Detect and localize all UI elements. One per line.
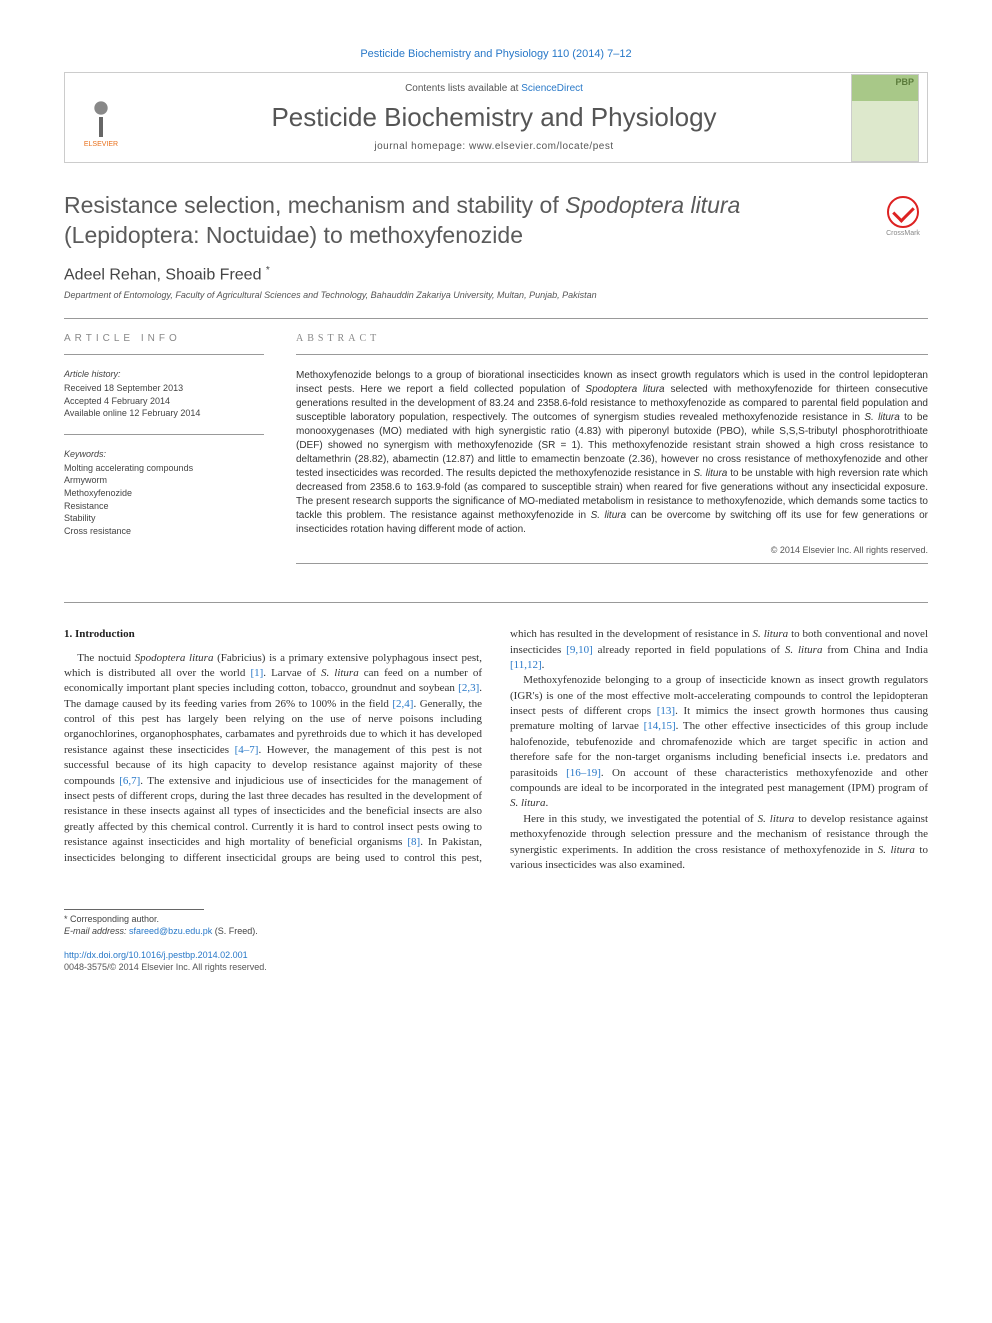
abstract-header: ABSTRACT (296, 333, 928, 344)
header-center: Contents lists available at ScienceDirec… (157, 73, 831, 162)
journal-reference: Pesticide Biochemistry and Physiology 11… (64, 48, 928, 60)
keyword: Armyworm (64, 474, 264, 487)
full-divider (64, 602, 928, 603)
doi-block: http://dx.doi.org/10.1016/j.pestbp.2014.… (64, 950, 928, 972)
journal-homepage: journal homepage: www.elsevier.com/locat… (157, 141, 831, 152)
email-suffix: (S. Freed). (212, 926, 258, 936)
crossmark-badge[interactable]: CrossMark (878, 191, 928, 241)
keywords-label: Keywords: (64, 449, 264, 459)
section-heading-introduction: 1. Introduction (64, 627, 482, 642)
crossmark-label: CrossMark (886, 230, 920, 237)
keyword: Methoxyfenozide (64, 487, 264, 500)
keyword: Cross resistance (64, 525, 264, 538)
doi-link[interactable]: http://dx.doi.org/10.1016/j.pestbp.2014.… (64, 950, 248, 960)
intro-paragraph-3: Here in this study, we investigated the … (510, 812, 928, 874)
email-label: E-mail address: (64, 926, 129, 936)
history-accepted: Accepted 4 February 2014 (64, 395, 264, 408)
corresponding-author-footer: * Corresponding author. E-mail address: … (64, 909, 928, 936)
article-info-column: ARTICLE INFO Article history: Received 1… (64, 333, 264, 578)
homepage-url: www.elsevier.com/locate/pest (469, 141, 614, 152)
article-info-header: ARTICLE INFO (64, 333, 264, 344)
abstract-text: Methoxyfenozide belongs to a group of bi… (296, 369, 928, 537)
divider (64, 354, 264, 355)
crossmark-icon (887, 196, 919, 228)
journal-cover-thumbnail (851, 74, 919, 162)
journal-name: Pesticide Biochemistry and Physiology (157, 102, 831, 133)
keyword: Stability (64, 512, 264, 525)
abstract-copyright: © 2014 Elsevier Inc. All rights reserved… (296, 545, 928, 555)
contents-prefix: Contents lists available at (405, 83, 521, 94)
email-line: E-mail address: sfareed@bzu.edu.pk (S. F… (64, 926, 928, 936)
elsevier-logo: ELSEVIER (65, 78, 137, 158)
corresponding-author-note: * Corresponding author. (64, 914, 928, 924)
keyword: Resistance (64, 500, 264, 513)
history-received: Received 18 September 2013 (64, 382, 264, 395)
affiliation: Department of Entomology, Faculty of Agr… (64, 290, 928, 300)
homepage-prefix: journal homepage: (374, 141, 469, 152)
divider (64, 318, 928, 319)
abstract-column: ABSTRACT Methoxyfenozide belongs to a gr… (296, 333, 928, 578)
sciencedirect-link[interactable]: ScienceDirect (521, 83, 583, 94)
article-title: Resistance selection, mechanism and stab… (64, 191, 858, 251)
divider (64, 434, 264, 435)
divider (296, 354, 928, 355)
article-history-label: Article history: (64, 369, 264, 379)
history-online: Available online 12 February 2014 (64, 407, 264, 420)
intro-paragraph-2: Methoxyfenozide belonging to a group of … (510, 673, 928, 812)
journal-header-box: ELSEVIER Contents lists available at Sci… (64, 72, 928, 163)
author-email-link[interactable]: sfareed@bzu.edu.pk (129, 926, 212, 936)
keyword: Molting accelerating compounds (64, 462, 264, 475)
authors: Adeel Rehan, Shoaib Freed * (64, 265, 928, 284)
issn-copyright: 0048-3575/© 2014 Elsevier Inc. All right… (64, 962, 928, 972)
contents-lists-line: Contents lists available at ScienceDirec… (157, 83, 831, 94)
publisher-name: ELSEVIER (84, 141, 118, 148)
divider (296, 563, 928, 564)
elsevier-tree-icon (76, 87, 126, 137)
body-columns: 1. Introduction The noctuid Spodoptera l… (64, 627, 928, 873)
footer-rule (64, 909, 204, 910)
